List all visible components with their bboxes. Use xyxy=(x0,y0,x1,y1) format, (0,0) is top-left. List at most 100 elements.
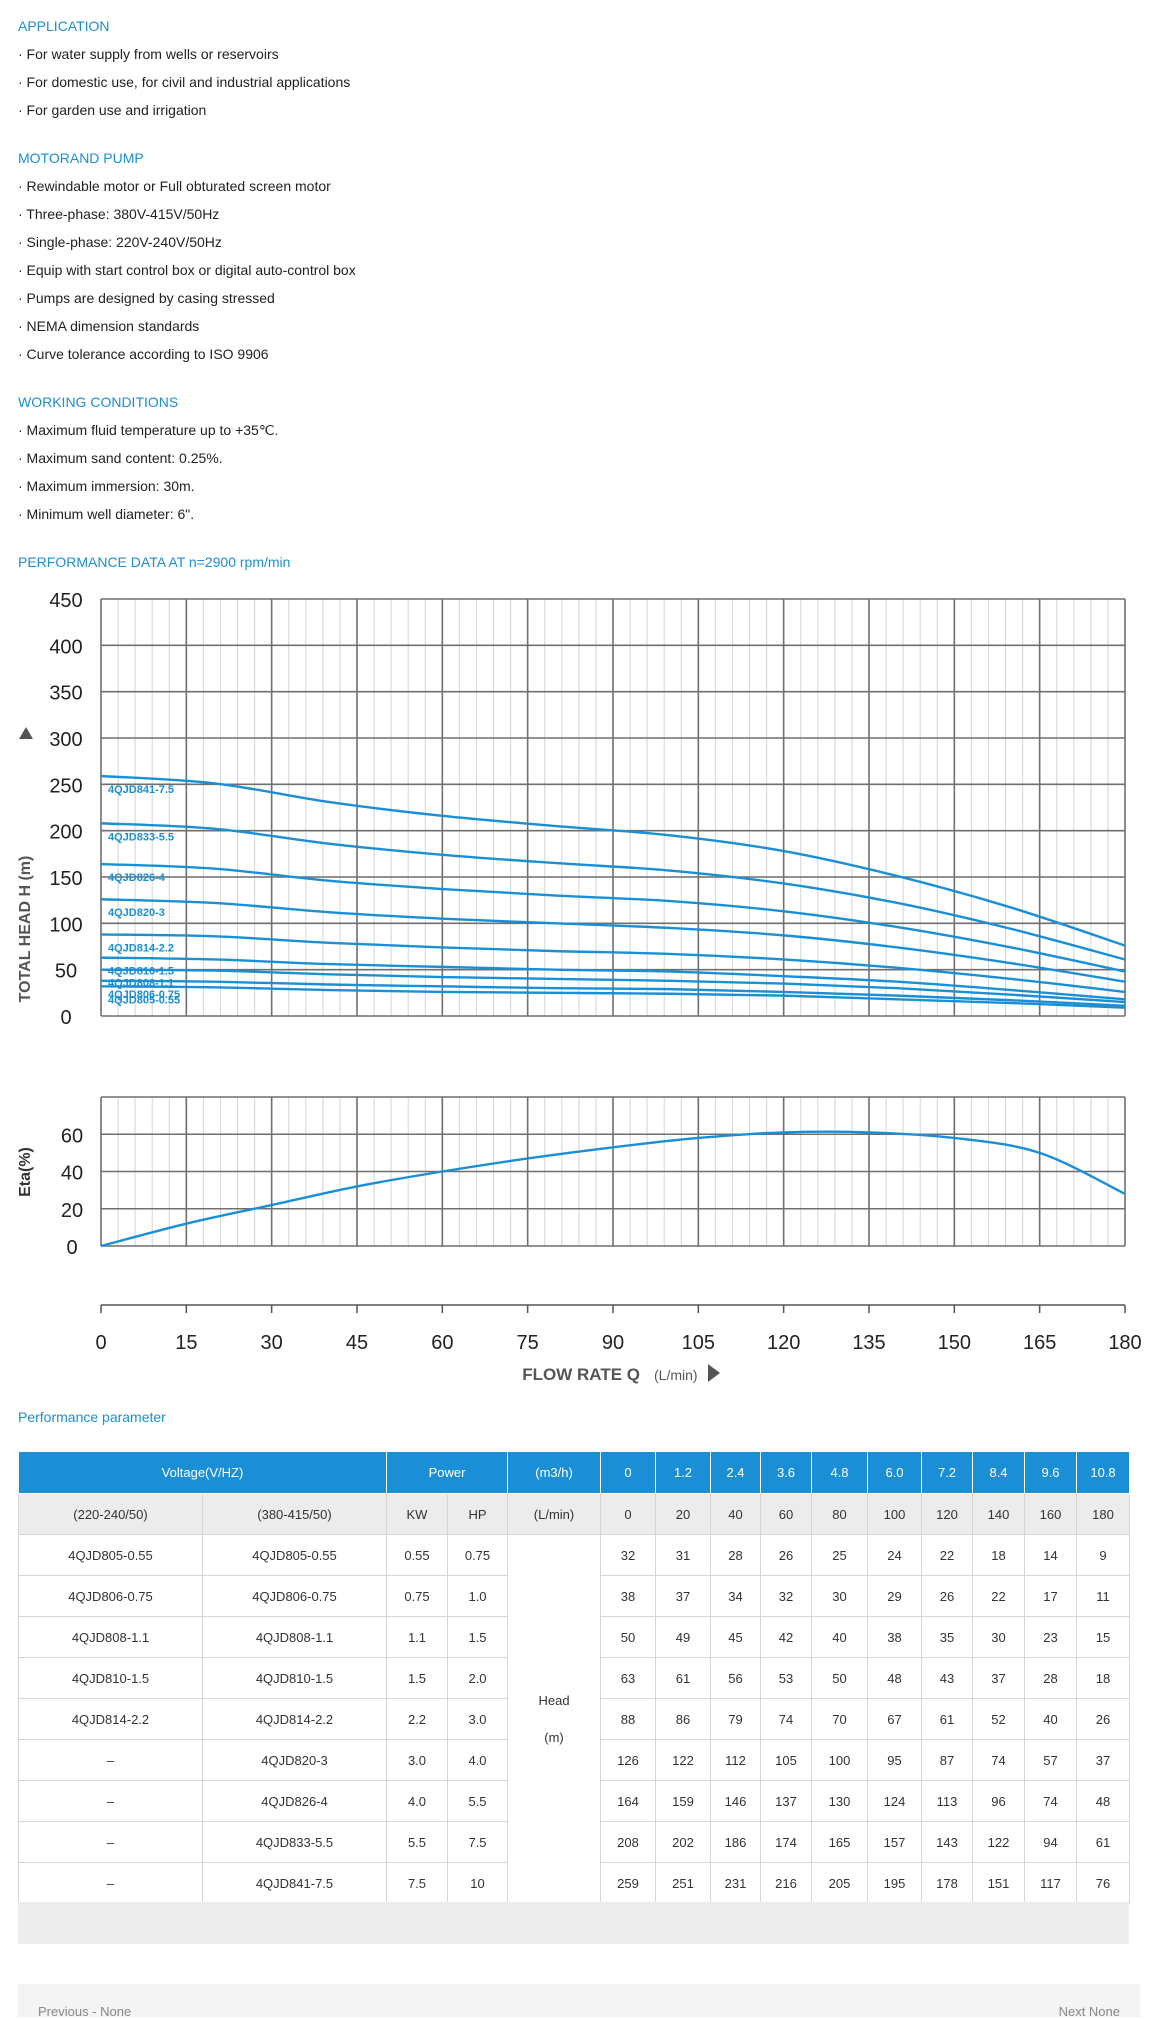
motor-item: · NEMA dimension standards xyxy=(18,318,200,334)
lmin-cell: 120 xyxy=(921,1493,974,1535)
motor-item: · Curve tolerance according to ISO 9906 xyxy=(18,346,269,362)
table-row: 4QJD805-0.55 4QJD805-0.55 0.55 0.75 Head (m) 3… xyxy=(18,1534,1131,1904)
head-value-cell: 29 xyxy=(867,1575,923,1617)
x-tick-label: 0 xyxy=(95,1332,106,1354)
x-tick-label: 105 xyxy=(682,1332,715,1354)
head-value-cell: 22 xyxy=(972,1575,1026,1617)
hp-cell: 3.0 xyxy=(446,1698,509,1740)
head-value-cell: 9 xyxy=(1076,1534,1131,1576)
head-curve xyxy=(100,979,1126,1008)
y-tick-label: 60 xyxy=(61,1125,83,1147)
lmin-cell: 160 xyxy=(1024,1493,1078,1535)
kw-cell: 0.75 xyxy=(386,1575,448,1617)
y-tick-label: 350 xyxy=(49,683,82,705)
m3h-cell: 3.6 xyxy=(760,1451,813,1494)
x-tick-label: 135 xyxy=(852,1332,885,1354)
lmin-cell: 20 xyxy=(655,1493,712,1535)
head-curve xyxy=(100,956,1126,1001)
head-value-cell: 18 xyxy=(972,1534,1026,1576)
head-value-cell: 26 xyxy=(921,1575,974,1617)
table-footer-bar xyxy=(18,1902,1129,1944)
head-value-cell: 42 xyxy=(760,1616,813,1658)
previous-link[interactable]: Previous - None xyxy=(38,2004,132,2019)
model-220-cell: – xyxy=(18,1862,203,1904)
model-220-cell: 4QJD805-0.55 xyxy=(18,1534,203,1576)
kw-header: KW xyxy=(386,1493,448,1535)
head-value-cell: 164 xyxy=(600,1780,657,1822)
head-curve xyxy=(100,898,1126,983)
head-value-cell: 96 xyxy=(972,1780,1026,1822)
lmin-header: (L/min) xyxy=(507,1493,602,1535)
y-tick-label: 200 xyxy=(49,822,82,844)
lmin-cell: 60 xyxy=(760,1493,813,1535)
motor-item: · Three-phase: 380V-415V/50Hz xyxy=(18,206,220,222)
m3h-cell: 8.4 xyxy=(972,1451,1026,1494)
y-tick-label: 40 xyxy=(61,1163,83,1185)
y-tick-label: 20 xyxy=(61,1200,83,1222)
working-title: WORKING CONDITIONS xyxy=(18,394,179,410)
head-value-cell: 38 xyxy=(867,1616,923,1658)
model-380-cell: 4QJD814-2.2 xyxy=(202,1698,387,1740)
head-curve xyxy=(100,933,1126,994)
head-value-cell: 28 xyxy=(1024,1657,1078,1699)
head-value-cell: 95 xyxy=(867,1739,923,1781)
head-value-cell: 32 xyxy=(760,1575,813,1617)
curve-label: 4QJD805-0.55 xyxy=(108,994,180,1006)
working-item: · Minimum well diameter: 6". xyxy=(18,506,195,522)
head-value-cell: 26 xyxy=(1076,1698,1131,1740)
next-link[interactable]: Next None xyxy=(1058,2004,1120,2019)
eta-curve xyxy=(100,1130,1126,1248)
model-220-cell: – xyxy=(18,1821,203,1863)
head-curve xyxy=(100,985,1126,1009)
head-value-cell: 259 xyxy=(600,1862,657,1904)
head-value-cell: 174 xyxy=(760,1821,813,1863)
y-tick-label: 0 xyxy=(60,1007,71,1029)
model-380-cell: 4QJD826-4 xyxy=(202,1780,387,1822)
head-axis-arrow-icon xyxy=(19,727,33,739)
lmin-cell: 80 xyxy=(811,1493,869,1535)
y-tick-label: 300 xyxy=(49,729,82,751)
model-380-cell: 4QJD833-5.5 xyxy=(202,1821,387,1863)
x-axis-arrow-icon xyxy=(708,1364,720,1382)
performance-chart: 0 50 100 150 200 250 300 350 400 450 0 20 40 60 0 15 30 4… xyxy=(17,590,1142,1384)
head-value-cell: 178 xyxy=(921,1862,974,1904)
head-value-cell: 14 xyxy=(1024,1534,1078,1576)
working-item: · Maximum fluid temperature up to +35℃. xyxy=(18,422,279,438)
m3h-cell: 4.8 xyxy=(811,1451,869,1494)
head-value-cell: 94 xyxy=(1024,1821,1078,1863)
curve-label: 4QJD833-5.5 xyxy=(108,831,174,843)
eta-grid xyxy=(100,1096,1126,1247)
voltage-220-header: (220-240/50) xyxy=(18,1493,203,1535)
head-value-cell: 143 xyxy=(921,1821,974,1863)
table-row: 4QJD808-1.1 4QJD808-1.1 1.1 1.5 50 49 45 42 40 38… xyxy=(18,1616,1131,1658)
curve-label: 4QJD808-1.1 xyxy=(108,978,174,990)
head-value-cell: 61 xyxy=(921,1698,974,1740)
working-item: · Maximum immersion: 30m. xyxy=(18,478,195,494)
m3h-cell: 1.2 xyxy=(655,1451,712,1494)
head-value-cell: 126 xyxy=(600,1739,657,1781)
application-item: · For domestic use, for civil and indust… xyxy=(18,74,351,90)
application-item: · For water supply from wells or reservo… xyxy=(18,46,279,62)
motor-item: · Rewindable motor or Full obturated scr… xyxy=(18,178,331,194)
head-value-cell: 61 xyxy=(655,1657,712,1699)
head-value-cell: 130 xyxy=(811,1780,869,1822)
head-value-cell: 112 xyxy=(710,1739,762,1781)
head-value-cell: 30 xyxy=(811,1575,869,1617)
performance-title: PERFORMANCE DATA AT n=2900 rpm/min xyxy=(18,554,291,570)
head-value-cell: 35 xyxy=(921,1616,974,1658)
head-value-cell: 88 xyxy=(600,1698,657,1740)
head-value-cell: 30 xyxy=(972,1616,1026,1658)
lmin-cell: 100 xyxy=(867,1493,923,1535)
working-section: WORKING CONDITIONS · Maximum fluid tempe… xyxy=(18,393,278,523)
y-tick-label: 50 xyxy=(55,961,77,983)
head-axis-label: TOTAL HEAD H (m) xyxy=(17,856,34,1003)
head-value-cell: 202 xyxy=(655,1821,712,1863)
head-value-cell: 49 xyxy=(655,1616,712,1658)
kw-cell: 2.2 xyxy=(386,1698,448,1740)
y-tick-label: 250 xyxy=(49,775,82,797)
table-row: 4QJD814-2.2 4QJD814-2.2 2.2 3.0 88 86 79 74 70 67… xyxy=(18,1698,1131,1740)
head-value-cell: 151 xyxy=(972,1862,1026,1904)
m3h-cell: 0 xyxy=(600,1451,657,1494)
table-header-row: Voltage(V/HZ) Power (m3/h) 0 1.2 2.4 3.6… xyxy=(18,1451,1131,1494)
x-tick-label: 120 xyxy=(767,1332,800,1354)
